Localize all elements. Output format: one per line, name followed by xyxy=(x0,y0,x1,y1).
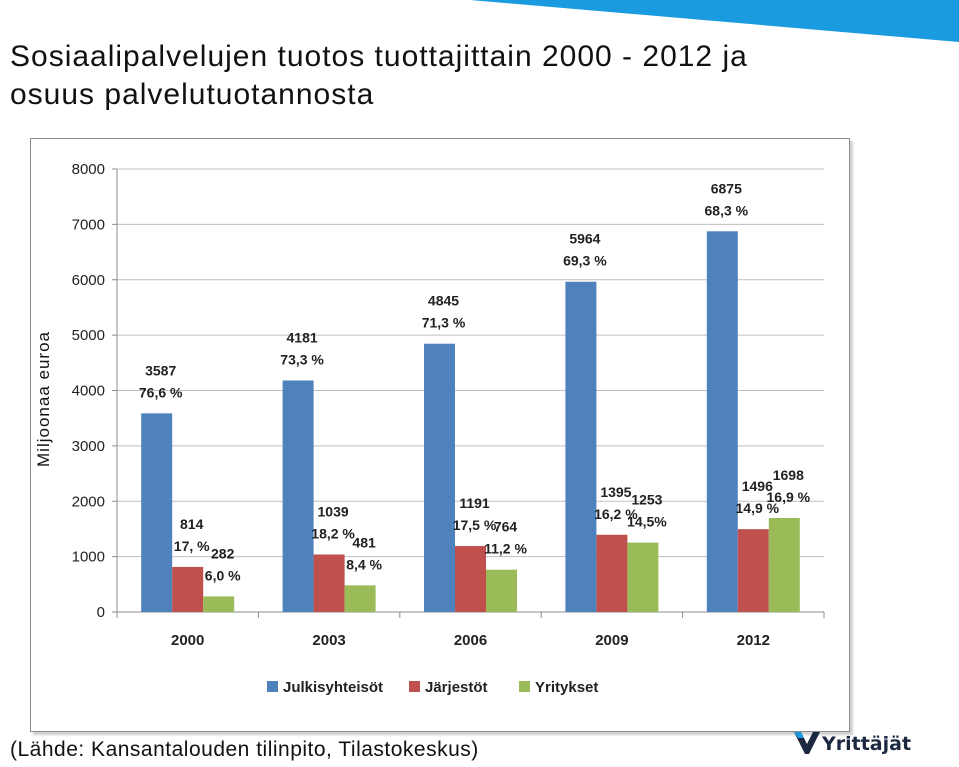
y-axis-title: Miljoonaa euroa xyxy=(34,331,53,467)
data-label-share: 69,3 % xyxy=(563,253,607,269)
bars xyxy=(141,231,800,612)
bar-julkisyhteisöt-2000 xyxy=(141,413,173,612)
data-label-value: 481 xyxy=(352,534,376,550)
data-label-value: 1253 xyxy=(631,492,662,508)
legend: Julkisyhteisöt Järjestöt Yritykset xyxy=(267,679,598,696)
legend-label: Yritykset xyxy=(535,679,598,696)
data-label-share: 16,2 % xyxy=(594,506,638,522)
y-tick-label: 1000 xyxy=(72,549,105,566)
bar-julkisyhteisöt-2003 xyxy=(282,380,314,612)
legend-label: Järjestöt xyxy=(425,679,488,696)
y-tick-label: 0 xyxy=(97,604,105,621)
data-label-share: 16,9 % xyxy=(767,489,811,505)
data-label-share: 11,2 % xyxy=(484,541,527,557)
data-labels: 3587 76,6 % 814 17, % 282 6,0 % 4181 73,3 % 1039… xyxy=(139,180,811,583)
data-label-share: 18,2 % xyxy=(311,525,355,541)
data-label-share: 73,3 % xyxy=(280,351,324,367)
logo-text: Yrittäjät xyxy=(822,733,912,755)
bar-yritykset-2012 xyxy=(768,517,800,612)
data-label-value: 5964 xyxy=(569,231,600,247)
data-label-value: 1698 xyxy=(773,467,804,483)
x-category-label: 2000 xyxy=(171,632,204,649)
x-category-label: 2012 xyxy=(737,632,770,649)
data-label-share: 68,3 % xyxy=(705,202,749,218)
bar-järjestöt-2009 xyxy=(596,534,628,612)
bar-yritykset-2006 xyxy=(486,569,517,612)
bar-julkisyhteisöt-2012 xyxy=(706,231,738,612)
chart-frame: 0 1000 2000 3000 4000 5000 6000 7000 8000 3587 76… xyxy=(30,138,850,732)
bar-julkisyhteisöt-2009 xyxy=(565,281,597,612)
data-label-share: 76,6 % xyxy=(139,384,183,400)
bar-yritykset-2003 xyxy=(344,585,376,612)
data-label-value: 1496 xyxy=(742,478,773,494)
bar-järjestöt-2003 xyxy=(313,554,345,612)
data-label-value: 3587 xyxy=(145,362,176,378)
y-tick-label: 7000 xyxy=(72,216,105,233)
bar-yritykset-2009 xyxy=(627,542,659,612)
source-note: (Lähde: Kansantalouden tilinpito, Tilast… xyxy=(10,738,479,761)
bar-järjestöt-2006 xyxy=(455,546,486,612)
y-tick-label: 6000 xyxy=(72,272,105,289)
x-category-label: 2009 xyxy=(595,632,628,649)
page-title: Sosiaalipalvelujen tuotos tuottajittain … xyxy=(10,40,748,111)
data-label-value: 4181 xyxy=(287,329,318,345)
logo-mark-icon xyxy=(794,732,820,754)
y-tick-label: 3000 xyxy=(72,438,105,455)
data-label-value: 1039 xyxy=(318,503,349,519)
yrittajat-logo: Yrittäjät xyxy=(792,728,952,762)
data-label-value: 4845 xyxy=(428,293,459,309)
legend-label: Julkisyhteisöt xyxy=(283,679,383,696)
data-label-share: 14,9 % xyxy=(736,500,780,516)
x-category-label: 2006 xyxy=(454,632,487,649)
bar-järjestöt-2000 xyxy=(172,566,204,612)
data-label-value: 282 xyxy=(211,545,235,561)
data-label-share: 17, % xyxy=(174,538,210,554)
bar-chart: 0 1000 2000 3000 4000 5000 6000 7000 8000 3587 76… xyxy=(34,161,825,696)
y-tick-label: 5000 xyxy=(72,327,105,344)
x-axis-categories: 2000 2003 2006 2009 2012 xyxy=(171,632,770,649)
data-label-value: 6875 xyxy=(711,180,742,196)
y-tick-label: 4000 xyxy=(72,383,105,400)
bar-järjestöt-2012 xyxy=(737,529,769,612)
x-category-label: 2003 xyxy=(312,632,345,649)
gridlines xyxy=(112,168,825,618)
data-label-share: 8,4 % xyxy=(346,556,382,572)
data-label-share: 14,5% xyxy=(627,514,667,530)
bar-julkisyhteisöt-2006 xyxy=(424,343,455,612)
data-label-share: 17,5 % xyxy=(453,517,497,533)
bar-yritykset-2000 xyxy=(203,596,235,612)
data-label-share: 71,3 % xyxy=(422,315,466,331)
y-axis-ticks: 0 1000 2000 3000 4000 5000 6000 7000 8000 xyxy=(72,161,105,621)
y-tick-label: 2000 xyxy=(72,493,105,510)
data-label-value: 1395 xyxy=(600,484,631,500)
data-label-value: 814 xyxy=(180,516,204,532)
legend-swatch xyxy=(267,681,278,692)
legend-swatch xyxy=(519,681,530,692)
legend-swatch xyxy=(409,681,420,692)
data-label-value: 1191 xyxy=(459,495,490,511)
accent-stripe xyxy=(470,0,959,42)
data-label-value: 764 xyxy=(494,519,518,535)
data-label-share: 6,0 % xyxy=(205,567,241,583)
y-tick-label: 8000 xyxy=(72,161,105,178)
